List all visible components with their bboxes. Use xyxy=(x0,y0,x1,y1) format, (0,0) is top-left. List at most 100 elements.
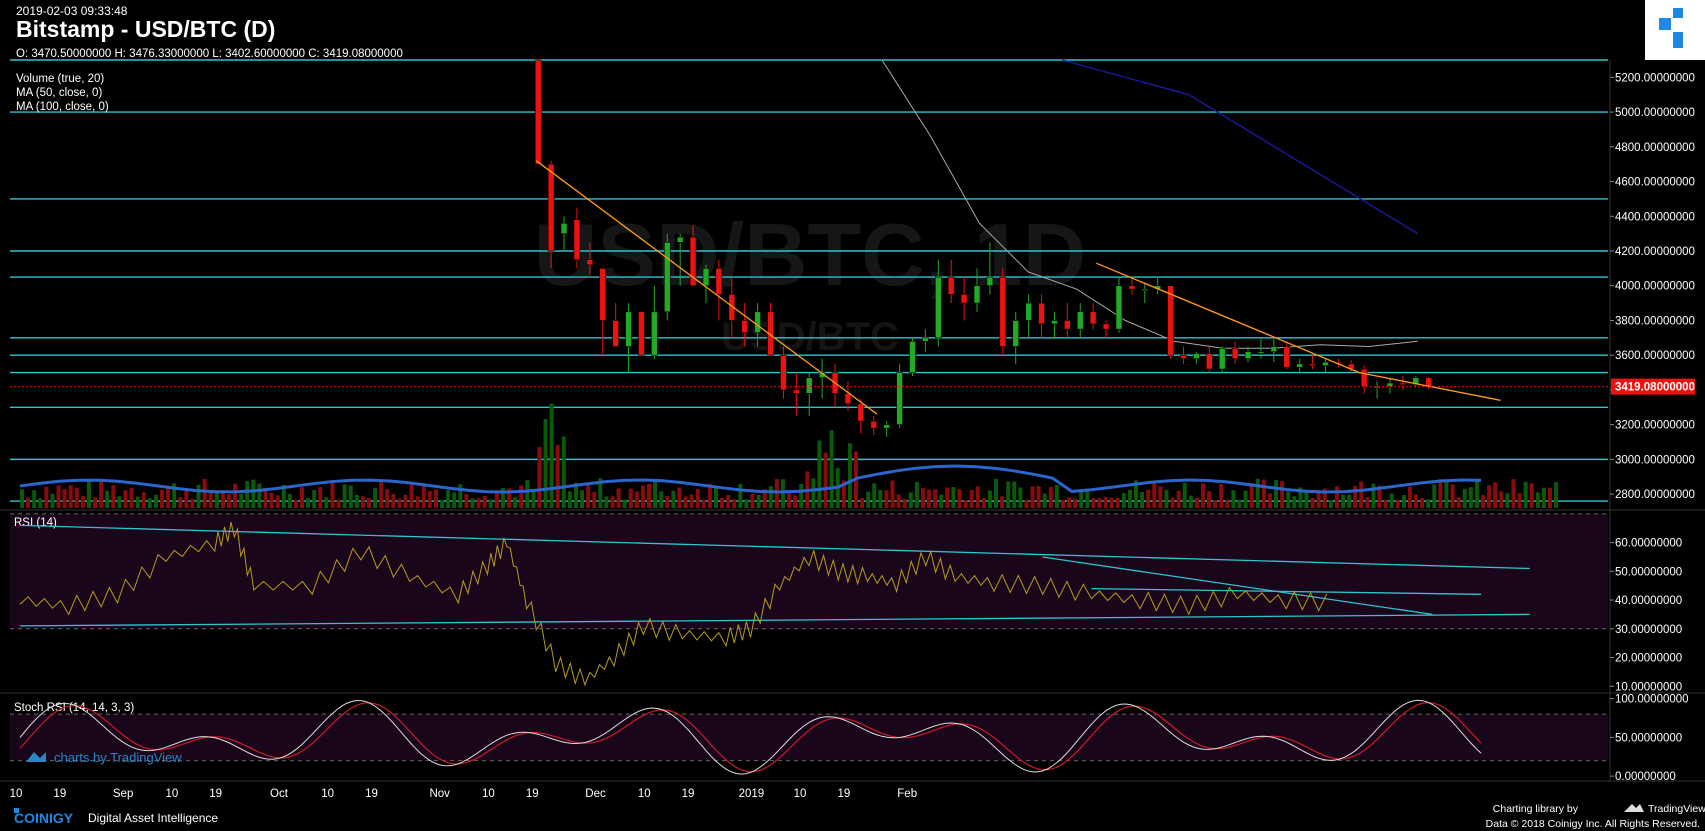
candle-body xyxy=(1167,285,1174,356)
candle-body xyxy=(999,276,1007,347)
time-tick-label-9: 10 xyxy=(482,788,495,800)
volume-bar xyxy=(160,489,165,508)
ma100-line xyxy=(1062,59,1419,235)
time-tick-label-13: 19 xyxy=(682,788,695,800)
volume-bar xyxy=(202,478,207,508)
charting-library-label: Charting library by xyxy=(1493,803,1579,815)
volume-bar xyxy=(105,490,110,508)
volume-bar xyxy=(1450,484,1455,508)
volume-bar xyxy=(80,496,85,508)
candle xyxy=(973,268,981,312)
candle-body xyxy=(793,389,800,394)
volume-bar xyxy=(981,498,986,508)
candle xyxy=(702,264,710,304)
coinigy-tagline: Digital Asset Intelligence xyxy=(88,811,218,825)
volume-bar xyxy=(26,497,31,508)
volume-bar xyxy=(123,490,128,508)
watermark-symbol: USD/BTC, 1D xyxy=(534,205,1087,304)
volume-bar xyxy=(1383,499,1388,508)
volume-bar xyxy=(86,479,91,508)
copyright-text: Data © 2018 Coinigy Inc. All Rights Rese… xyxy=(1486,818,1700,830)
rsi-tick-label-1: 60.00000000 xyxy=(1615,538,1682,550)
candle xyxy=(1231,341,1239,364)
volume-bar xyxy=(860,498,865,508)
candle xyxy=(1244,346,1252,363)
volume-bar xyxy=(847,443,852,508)
volume-bar xyxy=(482,495,487,508)
candle xyxy=(586,242,594,278)
volume-bar xyxy=(756,494,761,508)
volume-bar xyxy=(342,484,347,508)
candle-body xyxy=(883,424,890,429)
volume-bar xyxy=(74,487,79,508)
volume-bar xyxy=(1535,492,1540,508)
volume-bar xyxy=(1547,487,1552,508)
candle xyxy=(1399,376,1407,390)
volume-bar xyxy=(653,480,658,508)
volume-bar xyxy=(1347,494,1352,508)
volume-bar xyxy=(1091,498,1096,508)
volume-bar xyxy=(166,486,171,508)
candle-body xyxy=(1076,311,1084,330)
tradingview-badge[interactable]: charts by TradingView xyxy=(26,750,182,765)
candle xyxy=(870,415,878,436)
volume-bar xyxy=(555,444,560,508)
volume-bar xyxy=(1541,487,1546,508)
candle xyxy=(831,363,839,408)
volume-bar xyxy=(1310,497,1315,508)
candle-body xyxy=(715,268,723,295)
volume-bar xyxy=(908,492,913,508)
candle xyxy=(883,421,890,437)
volume-bar xyxy=(1554,482,1559,508)
rsi-tick-label-4: 30.00000000 xyxy=(1615,624,1682,636)
volume-bar xyxy=(458,484,463,508)
candle-body xyxy=(586,259,594,266)
volume-bar xyxy=(793,495,798,508)
volume-bar xyxy=(1024,499,1029,508)
volume-bar xyxy=(1511,479,1516,508)
volume-bar xyxy=(1121,493,1126,508)
volume-bar xyxy=(196,485,201,508)
volume-bar xyxy=(1243,490,1248,508)
volume-bar xyxy=(647,483,652,508)
volume-bar xyxy=(500,488,505,508)
volume-bar xyxy=(1493,482,1498,508)
candle-body xyxy=(1089,311,1097,325)
candle xyxy=(1412,376,1420,387)
volume-bar xyxy=(1115,497,1120,508)
volume-bar xyxy=(263,487,268,508)
volume-bar xyxy=(354,494,359,508)
volume-bar xyxy=(951,487,956,508)
coinigy-mark-icon xyxy=(14,808,19,813)
volume-bar xyxy=(1194,497,1199,508)
coinigy-logo-icon[interactable] xyxy=(1645,0,1705,60)
rsi-tick-label-5: 20.00000000 xyxy=(1615,653,1682,665)
volume-bar xyxy=(409,482,414,508)
volume-bar xyxy=(817,440,822,508)
candle-body xyxy=(922,337,929,342)
chart-title: Bitstamp - USD/BTC (D) xyxy=(16,16,276,42)
volume-bar xyxy=(598,478,603,508)
candle xyxy=(909,337,916,377)
volume-bar xyxy=(99,478,104,508)
volume-bar xyxy=(1389,493,1394,508)
volume-bar xyxy=(1231,490,1236,508)
price-tick-label-6: 4000.00000000 xyxy=(1615,281,1695,293)
rsi-band xyxy=(10,513,1608,629)
candle xyxy=(560,216,568,252)
volume-bar xyxy=(1444,480,1449,508)
volume-bar xyxy=(397,498,402,508)
volume-bar xyxy=(994,478,998,508)
volume-bar xyxy=(1280,480,1285,508)
volume-bar xyxy=(1304,492,1309,508)
volume-bar xyxy=(1207,491,1212,508)
volume-bar xyxy=(415,496,420,508)
volume-bar xyxy=(610,496,615,508)
candle xyxy=(793,372,800,416)
volume-bar xyxy=(1255,478,1260,508)
candle-body xyxy=(1231,347,1239,359)
volume-bar xyxy=(20,489,24,508)
candle-body xyxy=(857,403,865,422)
candle xyxy=(1373,381,1381,399)
